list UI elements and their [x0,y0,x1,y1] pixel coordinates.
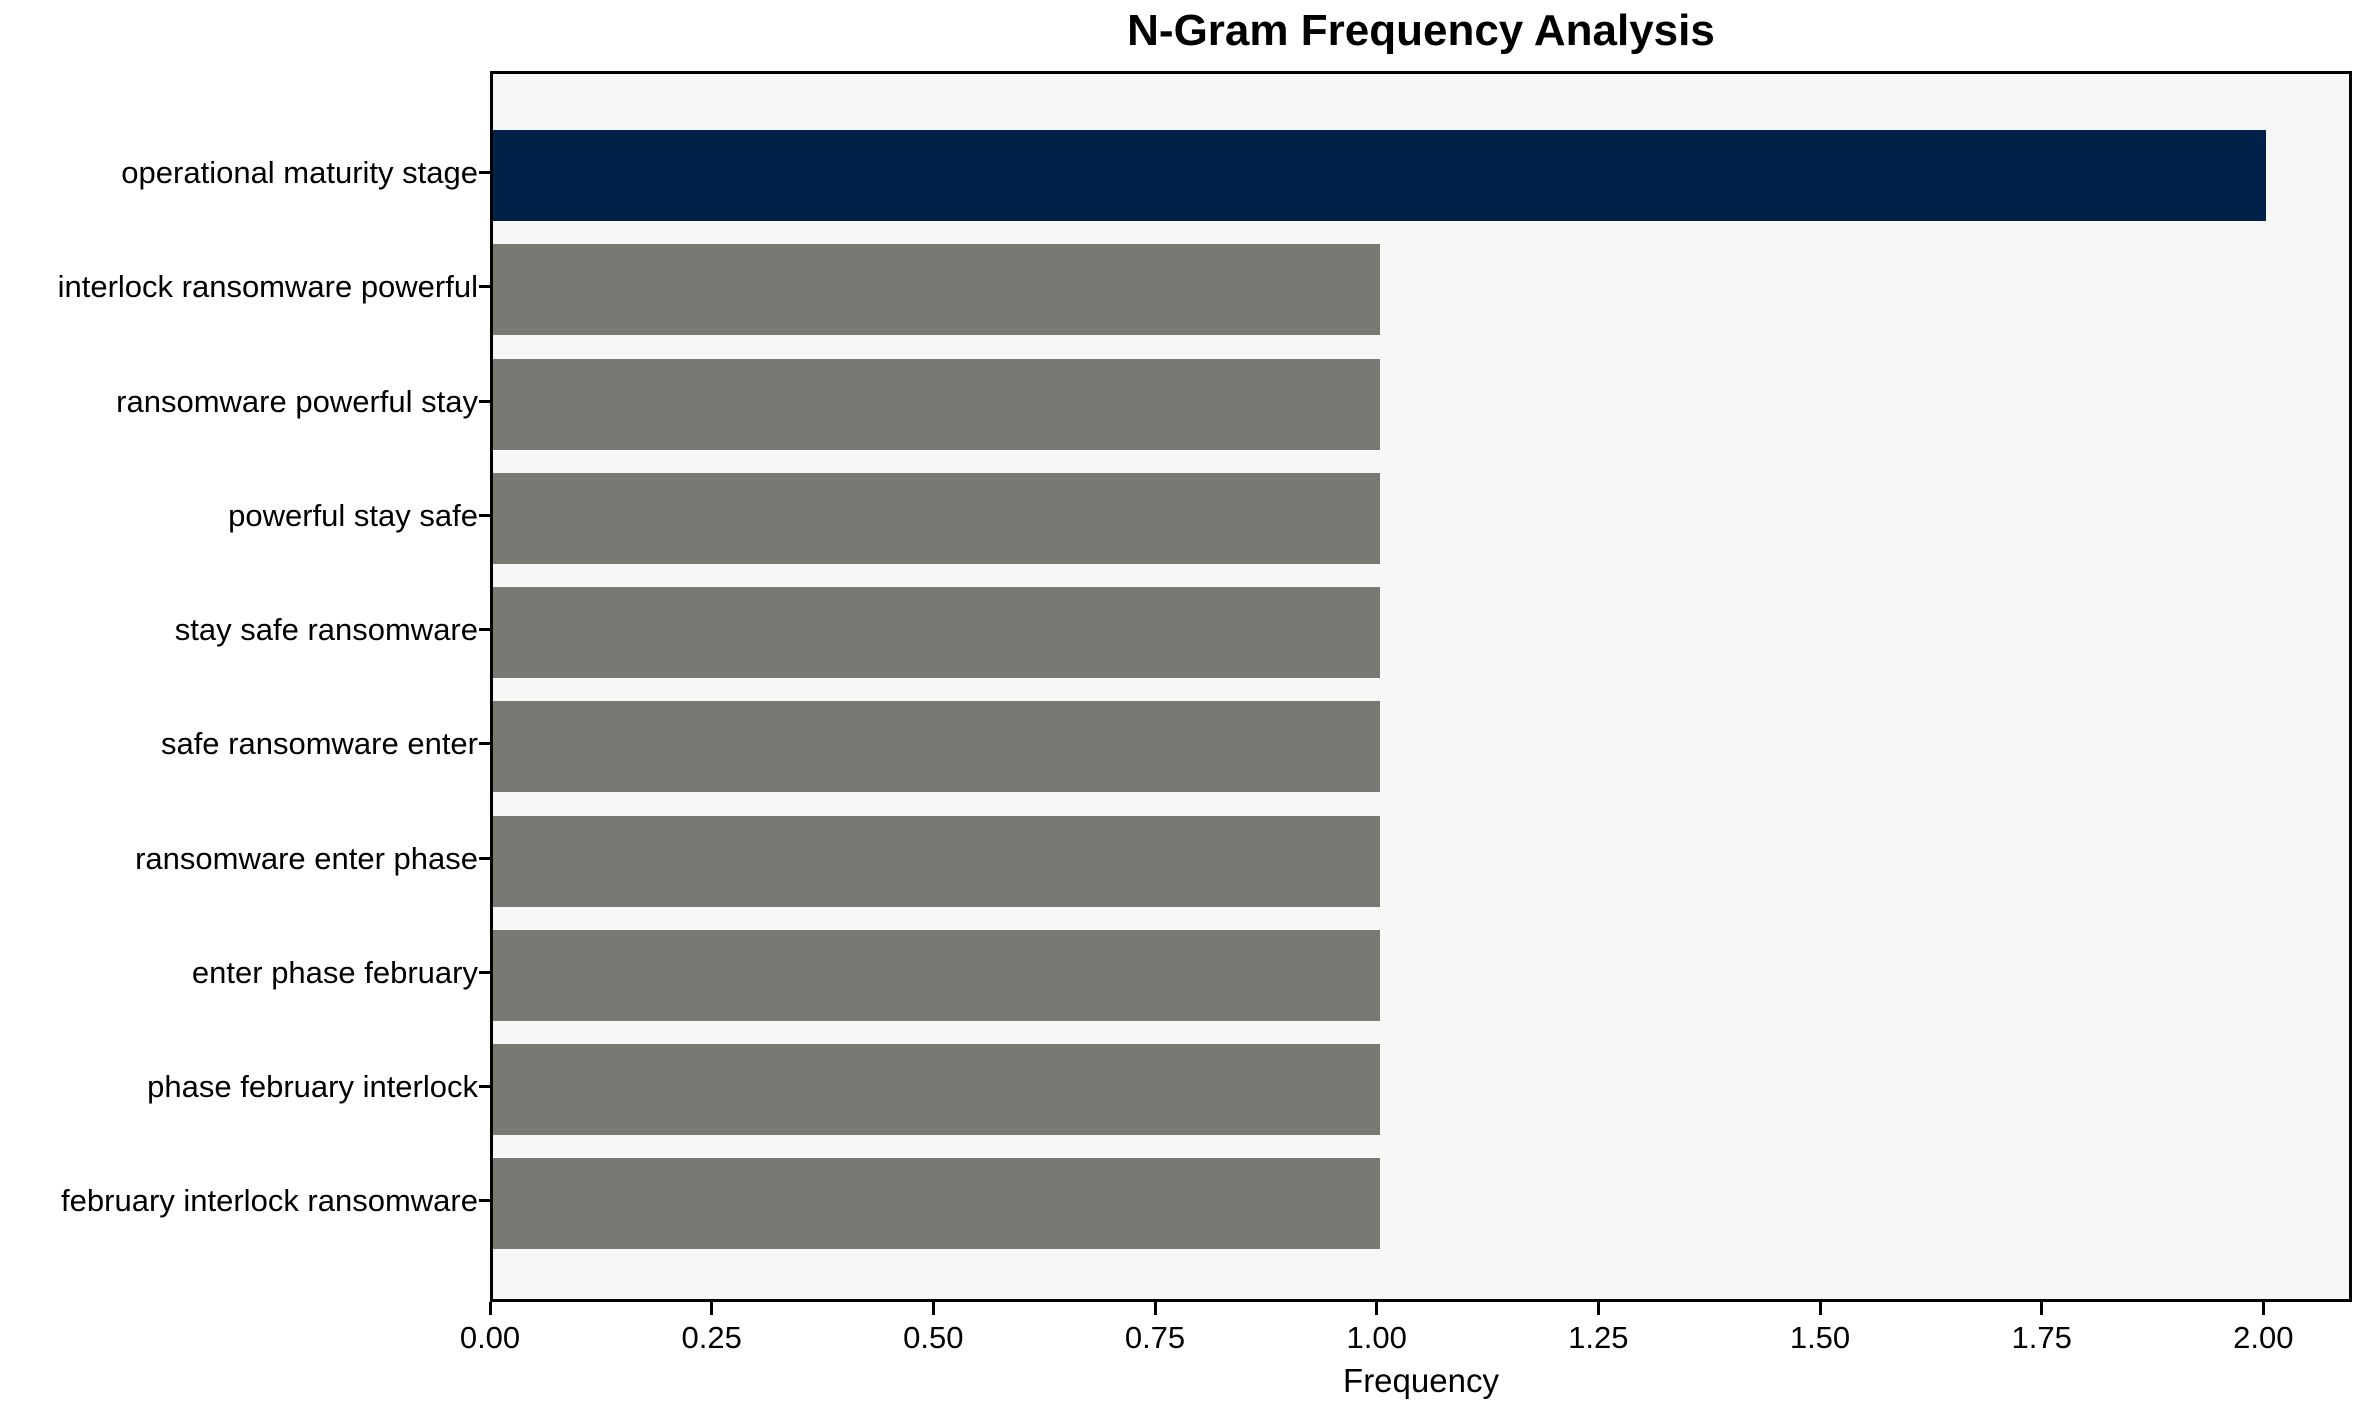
y-tick-mark [479,285,490,289]
y-tick-mark [479,171,490,175]
bar-february-interlock-ransomware [493,1158,1380,1250]
y-tick-label: ransomware enter phase [135,840,478,876]
bar-enter-phase-february [493,929,1380,1021]
y-tick-label: phase february interlock [147,1069,478,1105]
x-tick-label: 1.75 [2011,1320,2072,1355]
bar-ransomware-powerful-stay [493,358,1380,450]
x-tick-mark [1818,1302,1822,1315]
bar-operational-maturity-stage [493,130,2267,222]
x-tick-mark [1153,1302,1157,1315]
bar-ransomware-enter-phase [493,815,1380,907]
y-tick-label: enter phase february [191,954,478,990]
x-tick-label: 2.00 [2233,1320,2294,1355]
x-tick-mark [2261,1302,2265,1315]
bar-phase-february-interlock [493,1044,1380,1136]
y-tick-mark [479,856,490,860]
chart-title: N-Gram Frequency Analysis [1127,6,1715,55]
x-tick-label: 1.50 [1789,1320,1851,1355]
x-tick-mark [710,1302,714,1315]
y-tick-mark [479,513,490,517]
y-tick-label: interlock ransomware powerful [57,269,478,305]
bar-interlock-ransomware-powerful [493,244,1380,336]
x-axis-label: Frequency [1343,1362,1499,1399]
y-tick-label: stay safe ransomware [174,612,478,648]
y-tick-mark [479,399,490,403]
x-tick-label: 0.50 [903,1320,964,1355]
x-tick-label: 1.00 [1346,1320,1407,1355]
y-tick-mark [479,628,490,632]
y-tick-label: safe ransomware enter [160,726,478,762]
x-tick-mark [1375,1302,1379,1315]
bar-stay-safe-ransomware [493,587,1380,679]
y-tick-mark [479,970,490,974]
x-tick-label: 0.25 [681,1320,742,1355]
bar-powerful-stay-safe [493,472,1380,564]
y-tick-label: february interlock ransomware [61,1183,478,1219]
x-tick-label: 1.25 [1568,1320,1629,1355]
x-tick-label: 0.75 [1124,1320,1186,1355]
bar-safe-ransomware-enter [493,701,1380,793]
x-tick-label: 0.00 [459,1320,521,1355]
y-tick-label: powerful stay safe [228,497,478,533]
x-tick-mark [488,1302,492,1315]
y-tick-mark [479,1085,490,1089]
y-tick-mark [479,742,490,746]
plot-area [490,71,2352,1302]
x-tick-mark [1596,1302,1600,1315]
y-tick-mark [479,1199,490,1203]
x-tick-mark [2040,1302,2044,1315]
y-tick-label: ransomware powerful stay [116,383,478,419]
x-tick-mark [931,1302,935,1315]
y-tick-label: operational maturity stage [121,155,478,191]
